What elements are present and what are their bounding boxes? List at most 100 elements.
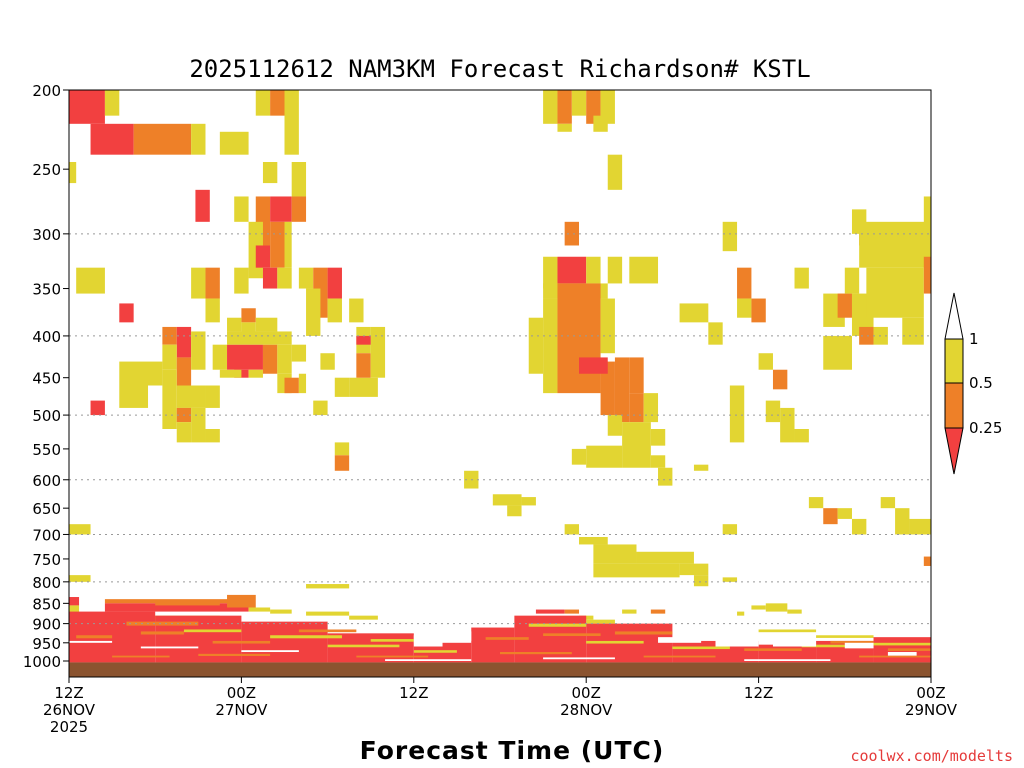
x-tick-label: 12Z — [744, 684, 773, 702]
ri-cell — [104, 603, 249, 612]
ri-cell — [557, 256, 587, 284]
ri-cell — [866, 267, 924, 318]
ri-cell — [586, 619, 615, 624]
ri-cell — [104, 90, 120, 116]
ri-cell — [270, 635, 342, 639]
ri-cell — [191, 267, 206, 299]
ri-cell — [162, 326, 177, 345]
ri-cell — [262, 267, 278, 289]
ri-cell — [607, 256, 623, 284]
ri-cell — [528, 623, 587, 627]
ri-cell — [471, 627, 515, 663]
ri-cell — [205, 428, 220, 443]
ri-cell — [176, 385, 206, 408]
ri-cell — [629, 357, 644, 394]
ri-cell — [535, 609, 565, 614]
ri-cell — [176, 326, 192, 358]
ri-cell — [234, 196, 249, 222]
ri-cell — [643, 393, 659, 423]
ri-cell — [219, 131, 249, 155]
legend-swatch-yellow — [944, 338, 964, 384]
y-tick-label: 350 — [32, 281, 61, 299]
credit-text: coolwx.com/modelts — [850, 747, 1013, 765]
x-tick-label: 26NOV — [43, 701, 96, 719]
ri-cell — [557, 123, 572, 132]
ri-cell — [356, 655, 429, 658]
ri-cell — [69, 90, 105, 124]
ri-cell — [306, 611, 350, 616]
ri-cell — [356, 335, 371, 345]
ri-cell — [614, 357, 630, 423]
x-tick-label: 00Z — [572, 684, 601, 702]
ri-cell — [564, 609, 580, 614]
ri-cell — [528, 317, 544, 374]
ri-cell — [579, 357, 608, 374]
plot-frame — [68, 89, 932, 678]
ri-gap — [413, 635, 443, 647]
legend-swatch-orange — [944, 382, 964, 429]
ri-cell — [277, 267, 292, 289]
ri-cell — [693, 575, 709, 587]
ri-cell — [183, 629, 242, 633]
ri-cell — [772, 369, 788, 390]
ri-gap — [715, 639, 759, 647]
ri-cell — [622, 609, 637, 614]
ri-gap — [442, 631, 472, 641]
ri-cell — [313, 400, 328, 416]
ri-cell — [880, 497, 896, 509]
ri-cell — [500, 652, 572, 655]
ri-cell — [320, 353, 335, 370]
ri-cell — [227, 594, 256, 608]
ri-cell — [227, 344, 263, 370]
ri-cell — [327, 267, 342, 299]
ri-cell — [212, 640, 271, 644]
x-tick-label: 27NOV — [215, 701, 268, 719]
ri-cell — [507, 505, 522, 517]
ri-cell — [672, 646, 730, 650]
ri-cell — [227, 317, 242, 332]
ri-cell — [334, 377, 350, 397]
ri-cell — [270, 196, 292, 222]
ri-cell — [306, 584, 350, 589]
ri-cell — [722, 577, 738, 582]
ri-cell — [277, 344, 292, 374]
ri-cell — [895, 508, 910, 535]
ri-gap — [658, 637, 702, 643]
ri-cell — [334, 442, 350, 456]
ri-cell — [643, 655, 716, 658]
ri-cell — [923, 196, 931, 234]
ri-cell — [140, 631, 184, 635]
ri-cell — [248, 369, 263, 378]
ri-cell — [219, 369, 242, 378]
ri-cell — [650, 609, 666, 614]
ri-cell — [722, 524, 738, 535]
legend-label: 0.5 — [969, 374, 993, 392]
ri-cell — [69, 524, 91, 535]
ri-cell — [557, 283, 601, 394]
y-tick-label: 550 — [32, 441, 61, 459]
ri-cell — [622, 422, 651, 468]
ri-cell — [262, 161, 278, 184]
ri-cell — [722, 221, 738, 252]
ground-fill — [69, 662, 931, 677]
ri-cell — [636, 551, 694, 564]
ri-cell — [162, 344, 177, 370]
ri-cell — [349, 298, 364, 323]
legend-label: 1 — [969, 330, 979, 348]
ri-cell — [758, 629, 817, 633]
y-tick-label: 400 — [32, 328, 61, 346]
ri-cell — [629, 256, 659, 284]
ri-cell — [119, 361, 163, 386]
y-tick-label: 450 — [32, 370, 61, 388]
ri-cell — [557, 90, 572, 124]
ri-cell — [133, 123, 192, 155]
ri-cell — [923, 256, 931, 294]
ri-cell — [298, 267, 314, 289]
ri-gap — [887, 652, 917, 656]
ri-cell — [198, 653, 271, 656]
ri-cell — [327, 644, 400, 648]
x-tick-label: 29NOV — [905, 701, 958, 719]
y-tick-label: 1000 — [23, 653, 61, 671]
